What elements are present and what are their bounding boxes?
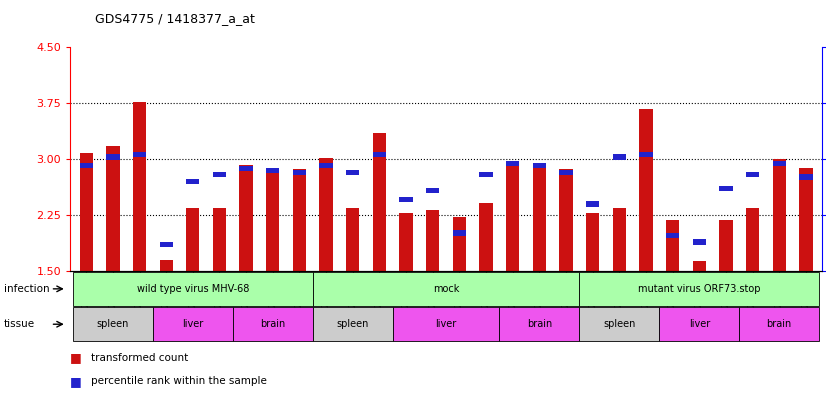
Bar bbox=[292, 170, 306, 175]
Bar bbox=[479, 203, 492, 271]
Bar bbox=[159, 260, 173, 271]
Bar bbox=[719, 185, 733, 191]
Bar bbox=[746, 172, 759, 178]
Bar bbox=[426, 188, 439, 193]
Text: transformed count: transformed count bbox=[91, 353, 188, 363]
Bar bbox=[240, 165, 253, 171]
Bar bbox=[186, 179, 200, 184]
Bar bbox=[392, 307, 500, 341]
Bar bbox=[73, 272, 313, 306]
Text: ■: ■ bbox=[70, 351, 82, 364]
Bar bbox=[453, 217, 466, 271]
Text: brain: brain bbox=[527, 319, 552, 329]
Bar bbox=[739, 307, 819, 341]
Bar bbox=[692, 261, 706, 271]
Bar bbox=[266, 168, 279, 173]
Bar bbox=[533, 164, 546, 271]
Bar bbox=[107, 146, 120, 271]
Bar bbox=[153, 307, 233, 341]
Bar bbox=[719, 220, 733, 271]
Bar bbox=[772, 159, 786, 271]
Text: mock: mock bbox=[433, 284, 459, 294]
Text: spleen: spleen bbox=[336, 319, 369, 329]
Bar bbox=[313, 272, 579, 306]
Bar bbox=[240, 165, 253, 271]
Bar bbox=[666, 220, 679, 271]
Text: brain: brain bbox=[767, 319, 792, 329]
Bar bbox=[79, 153, 93, 271]
Text: infection: infection bbox=[3, 284, 49, 294]
Bar bbox=[639, 152, 653, 157]
Bar bbox=[692, 239, 706, 245]
Bar bbox=[346, 170, 359, 175]
Bar bbox=[500, 307, 579, 341]
Bar bbox=[292, 169, 306, 271]
Bar bbox=[479, 172, 492, 178]
Bar bbox=[159, 242, 173, 247]
Bar bbox=[373, 152, 386, 157]
Bar bbox=[506, 161, 520, 166]
Bar bbox=[400, 213, 413, 271]
Text: percentile rank within the sample: percentile rank within the sample bbox=[91, 376, 267, 386]
Bar bbox=[107, 154, 120, 160]
Bar bbox=[579, 307, 659, 341]
Bar bbox=[79, 163, 93, 169]
Bar bbox=[426, 210, 439, 271]
Bar bbox=[800, 168, 813, 271]
Bar bbox=[613, 208, 626, 271]
Bar bbox=[533, 163, 546, 169]
Bar bbox=[586, 213, 600, 271]
Bar bbox=[346, 208, 359, 271]
Bar bbox=[373, 133, 386, 271]
Bar bbox=[320, 158, 333, 271]
Bar bbox=[233, 307, 313, 341]
Bar bbox=[559, 170, 572, 175]
Text: liver: liver bbox=[689, 319, 710, 329]
Bar bbox=[133, 152, 146, 157]
Bar bbox=[400, 197, 413, 202]
Bar bbox=[313, 307, 392, 341]
Text: mutant virus ORF73.stop: mutant virus ORF73.stop bbox=[638, 284, 761, 294]
Bar bbox=[453, 230, 466, 236]
Bar bbox=[559, 169, 572, 271]
Text: GDS4775 / 1418377_a_at: GDS4775 / 1418377_a_at bbox=[95, 12, 255, 25]
Bar bbox=[659, 307, 739, 341]
Bar bbox=[746, 208, 759, 271]
Bar bbox=[266, 169, 279, 271]
Bar bbox=[772, 161, 786, 166]
Bar bbox=[133, 103, 146, 271]
Text: spleen: spleen bbox=[97, 319, 129, 329]
Bar bbox=[213, 172, 226, 178]
Text: tissue: tissue bbox=[3, 319, 35, 329]
Text: ■: ■ bbox=[70, 375, 82, 388]
Bar bbox=[506, 164, 520, 271]
Bar bbox=[800, 174, 813, 180]
Text: wild type virus MHV-68: wild type virus MHV-68 bbox=[136, 284, 249, 294]
Bar bbox=[186, 208, 200, 271]
Bar bbox=[579, 272, 819, 306]
Text: liver: liver bbox=[435, 319, 457, 329]
Bar bbox=[213, 208, 226, 271]
Text: spleen: spleen bbox=[603, 319, 635, 329]
Bar bbox=[666, 233, 679, 238]
Text: brain: brain bbox=[260, 319, 286, 329]
Text: liver: liver bbox=[183, 319, 203, 329]
Bar bbox=[320, 163, 333, 169]
Bar bbox=[613, 154, 626, 160]
Bar bbox=[639, 109, 653, 271]
Bar bbox=[586, 201, 600, 207]
Bar bbox=[73, 307, 153, 341]
